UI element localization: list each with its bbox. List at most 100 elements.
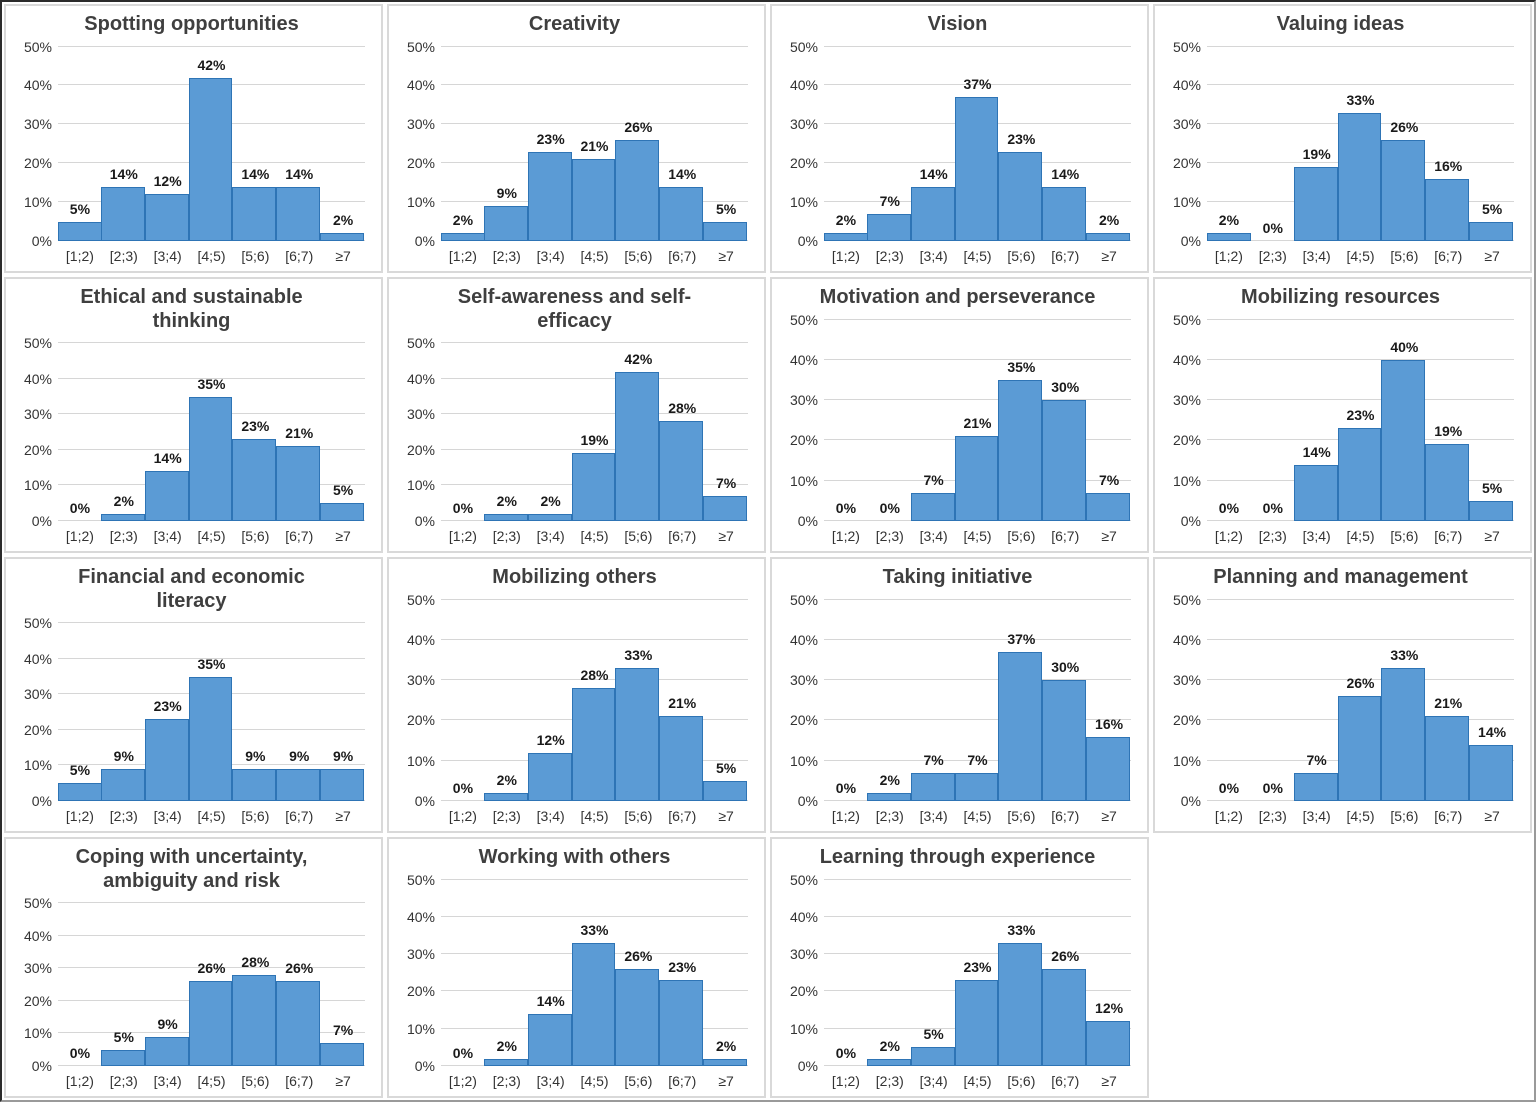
plot-row: 0% 10% 20% 30% 40% 50% 2% 0% 19% 33% 26% 16% 5% — [1161, 39, 1520, 249]
bar-value-label: 33% — [580, 921, 609, 938]
x-axis-label: [3;4) — [536, 528, 565, 544]
bar — [703, 780, 747, 801]
plot-area: 0% 2% 14% 33% 26% 23% 2% — [441, 878, 748, 1066]
bar-value-label: 14% — [1051, 165, 1080, 182]
gridline — [58, 45, 365, 47]
x-axis-label: [5;6) — [624, 248, 653, 264]
x-axis-label: [2;3) — [1258, 248, 1287, 264]
gridline — [58, 377, 365, 379]
y-axis-label: 40% — [789, 77, 818, 94]
x-axis: [1;2) [2;3) [3;4) [4;5) [5;6) [6;7) ≥7 — [824, 521, 1131, 547]
bar — [659, 716, 704, 801]
x-axis-label: [2;3) — [492, 248, 521, 264]
chart-title: Self-awareness and self- efficacy — [457, 286, 692, 332]
x-axis-label: ≥7 — [718, 248, 734, 264]
y-axis-label: 20% — [23, 992, 52, 1009]
gridline — [58, 342, 365, 344]
bar — [659, 421, 704, 521]
plot-row: 0% 10% 20% 30% 40% 50% 2% 7% 14% 37% 23% 14% 2% — [778, 39, 1137, 249]
bar — [998, 942, 1043, 1066]
chart-panel: Mobilizing resources 0% 10% 20% 30% 40% 50% 0% 0… — [1153, 277, 1532, 553]
y-axis-label: 10% — [406, 1020, 435, 1037]
x-axis: [1;2) [2;3) [3;4) [4;5) [5;6) [6;7) ≥7 — [1207, 801, 1514, 827]
plot-row: 0% 10% 20% 30% 40% 50% 0% 2% 2% 19% 42% 28% 7% — [395, 335, 754, 529]
bar-value-label: 21% — [580, 138, 609, 155]
x-axis: [1;2) [2;3) [3;4) [4;5) [5;6) [6;7) ≥7 — [441, 801, 748, 827]
x-axis-label: [4;5) — [197, 528, 226, 544]
bar-value-label: 23% — [963, 959, 992, 976]
bar — [1425, 716, 1470, 801]
x-axis: [1;2) [2;3) [3;4) [4;5) [5;6) [6;7) ≥7 — [58, 801, 365, 827]
x-axis-label: [6;7) — [1051, 248, 1080, 264]
chart-panel: Motivation and perseverance 0% 10% 20% 30% 40… — [770, 277, 1149, 553]
bar — [703, 496, 747, 521]
plot-row: 0% 10% 20% 30% 40% 50% 2% 9% 23% 21% 26% 14% 5% — [395, 39, 754, 249]
plot-row: 0% 10% 20% 30% 40% 50% 0% 2% 5% 23% 33% 26% 12% — [778, 872, 1137, 1074]
y-axis-label: 0% — [31, 233, 52, 249]
bar-value-label: 26% — [1051, 948, 1080, 965]
x-axis-label: [2;3) — [109, 248, 138, 264]
chart-title: Coping with uncertainty, ambiguity and r… — [75, 846, 308, 892]
bar-value-label: 9% — [113, 748, 134, 764]
x-axis: [1;2) [2;3) [3;4) [4;5) [5;6) [6;7) ≥7 — [441, 521, 748, 547]
gridline — [441, 878, 748, 880]
bar — [1042, 186, 1087, 241]
empty-cell — [1153, 837, 1532, 1098]
x-axis-label: [3;4) — [536, 1073, 565, 1089]
y-axis-label: 20% — [406, 983, 435, 1000]
x-axis-label: [6;7) — [668, 528, 697, 544]
y-axis-label: 20% — [1172, 432, 1201, 449]
gridline — [58, 622, 365, 624]
bar-value-label: 28% — [580, 667, 609, 684]
bar — [188, 77, 233, 241]
x-axis-label: [5;6) — [624, 808, 653, 824]
bar — [1425, 178, 1470, 241]
bar — [320, 503, 364, 521]
x-axis-label: [1;2) — [831, 248, 860, 264]
bar-value-label: 26% — [624, 118, 653, 135]
bar-value-label: 2% — [496, 492, 517, 509]
chart-panel: Ethical and sustainable thinking 0% 10% 20%… — [4, 277, 383, 553]
chart-title: Working with others — [478, 846, 671, 868]
plot-area: 0% 2% 2% 19% 42% 28% 7% — [441, 342, 748, 521]
gridline — [441, 377, 748, 379]
bar — [1086, 492, 1130, 521]
x-axis-label: [1;2) — [1214, 528, 1243, 544]
bar-value-label: 42% — [624, 350, 653, 367]
y-axis-label: 10% — [789, 1020, 818, 1037]
bar — [527, 151, 572, 241]
bar — [144, 1036, 189, 1066]
y-axis: 0% 10% 20% 30% 40% 50% — [395, 592, 441, 809]
bar — [527, 513, 572, 521]
x-axis-label: [5;6) — [241, 808, 270, 824]
bar — [483, 792, 528, 801]
bar — [824, 233, 868, 241]
y-axis-label: 30% — [1172, 116, 1201, 133]
chart-panel: Self-awareness and self- efficacy 0% 10% 20… — [387, 277, 766, 553]
gridline — [441, 638, 748, 640]
y-axis-label: 10% — [23, 477, 52, 494]
x-axis-label: [2;3) — [109, 528, 138, 544]
bar — [1293, 772, 1338, 801]
y-axis-label: 30% — [789, 672, 818, 689]
x-axis-label: [4;5) — [580, 1073, 609, 1089]
bar — [703, 221, 747, 241]
bar-value-label: 26% — [1390, 118, 1419, 135]
gridline — [58, 967, 365, 969]
y-axis-label: 50% — [406, 335, 435, 352]
x-axis-label: ≥7 — [1101, 808, 1117, 824]
bar — [1042, 680, 1087, 801]
y-axis-label: 10% — [406, 752, 435, 769]
bar — [320, 769, 364, 801]
x-axis: [1;2) [2;3) [3;4) [4;5) [5;6) [6;7) ≥7 — [58, 1066, 365, 1092]
x-axis-label: ≥7 — [1101, 528, 1117, 544]
bar-value-label: 9% — [496, 185, 517, 202]
x-axis-label: [5;6) — [1390, 248, 1419, 264]
gridline — [441, 84, 748, 86]
x-axis-label: ≥7 — [718, 808, 734, 824]
x-axis-label: [2;3) — [875, 248, 904, 264]
chart-panel: Mobilizing others 0% 10% 20% 30% 40% 50% 0% 2% 12… — [387, 557, 766, 833]
y-axis-label: 0% — [414, 233, 435, 249]
gridline — [1207, 45, 1514, 47]
bar-value-label: 14% — [919, 165, 948, 182]
